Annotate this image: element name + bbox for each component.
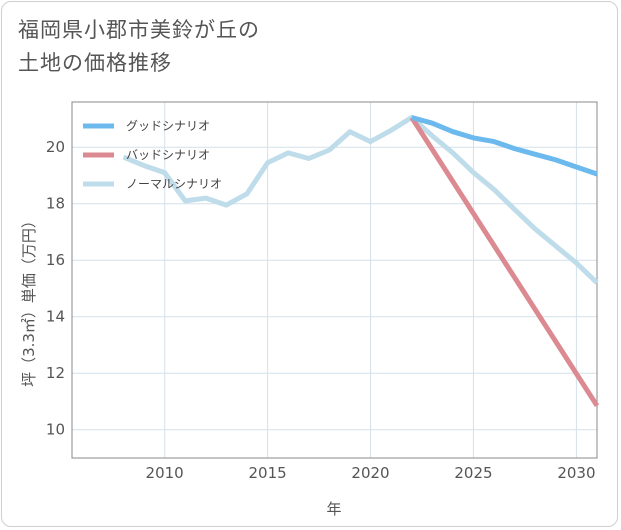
- title-line-2: 土地の価格推移: [18, 51, 172, 75]
- chart-title: 福岡県小郡市美鈴が丘の 土地の価格推移: [18, 14, 260, 80]
- y-tick-label: 20: [46, 138, 65, 156]
- x-axis-label: 年: [326, 500, 341, 518]
- y-tick-label: 12: [46, 364, 65, 382]
- x-tick-label: 2030: [557, 464, 595, 482]
- series-line-normal: [122, 115, 599, 285]
- x-tick-label: 2025: [454, 464, 492, 482]
- legend-label-normal: ノーマルシナリオ: [126, 177, 222, 191]
- y-tick-label: 16: [46, 251, 65, 269]
- series-line-bad: [409, 116, 600, 408]
- series-lines: [122, 115, 600, 408]
- x-tick-label: 2015: [248, 464, 286, 482]
- x-tick-label: 2020: [351, 464, 389, 482]
- y-tick-label: 18: [46, 195, 65, 213]
- y-axis-label: 坪（3.3㎡）単価（万円）: [20, 213, 38, 387]
- x-tick-label: 2010: [146, 464, 184, 482]
- series-line-good: [411, 115, 598, 177]
- legend-label-bad: バッドシナリオ: [126, 148, 210, 162]
- x-tick-labels: 2010 2015 2020 2025 2030: [146, 464, 596, 482]
- y-tick-labels: 10 12 14 16 18 20: [46, 138, 65, 439]
- y-tick-label: 10: [46, 421, 65, 439]
- y-tick-label: 14: [46, 308, 65, 326]
- legend-label-good: グッドシナリオ: [126, 119, 210, 133]
- title-line-1: 福岡県小郡市美鈴が丘の: [18, 18, 260, 42]
